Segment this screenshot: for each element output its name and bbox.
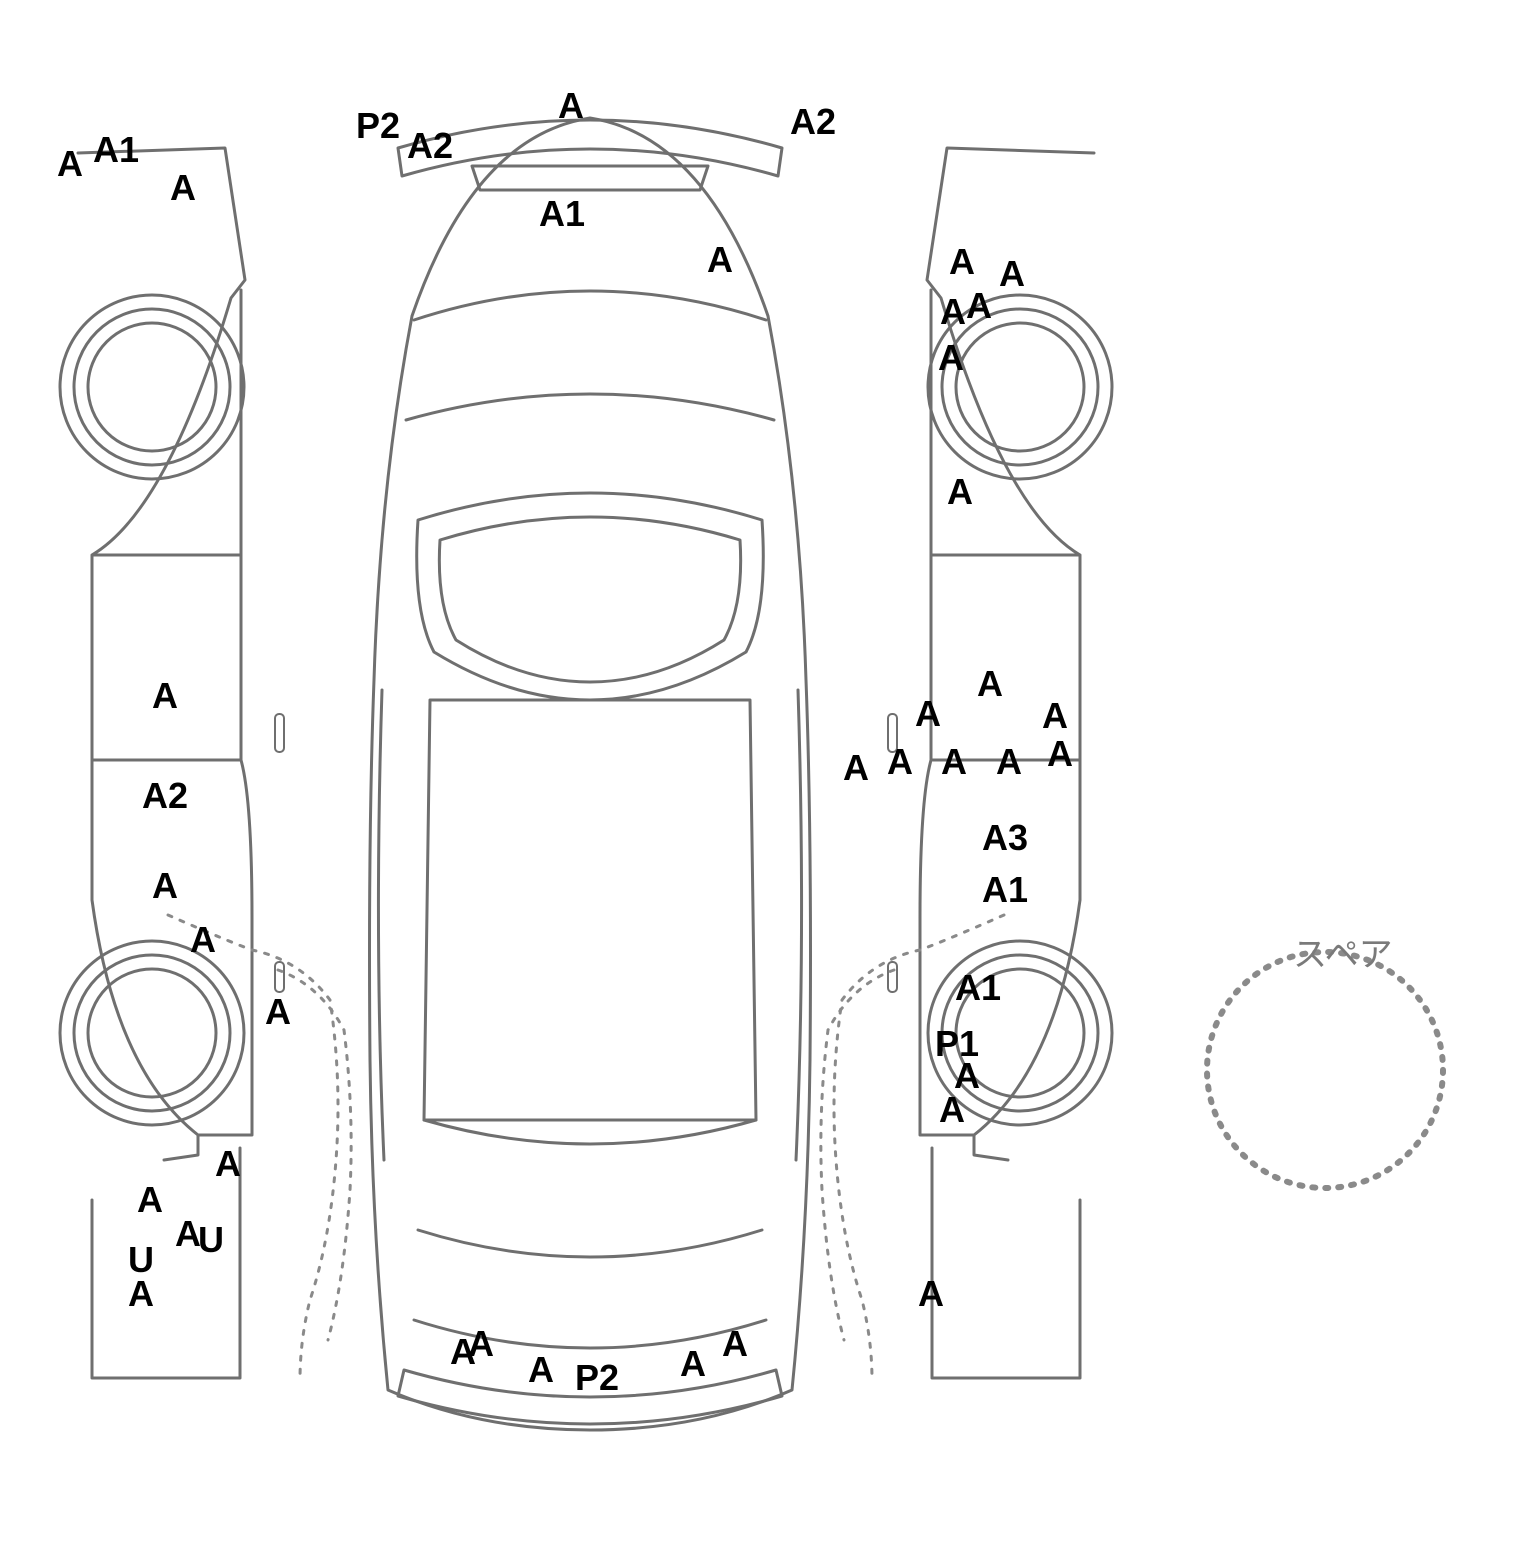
car-diagram-svg bbox=[0, 0, 1536, 1568]
damage-label: A2 bbox=[407, 128, 453, 164]
damage-label: P2 bbox=[356, 108, 400, 144]
damage-label: A bbox=[528, 1352, 554, 1388]
car-damage-diagram: スペアAA1AP2A2AA2A1AAAAAAAAA2AAAAAUAUAAAAAA… bbox=[0, 0, 1536, 1568]
damage-label: A bbox=[940, 294, 966, 330]
damage-label: A bbox=[175, 1216, 201, 1252]
damage-label: A bbox=[1042, 698, 1068, 734]
damage-label: A bbox=[887, 744, 913, 780]
spare-tire-label: スペア bbox=[1293, 938, 1393, 972]
damage-label: A bbox=[215, 1146, 241, 1182]
damage-label: A bbox=[918, 1276, 944, 1312]
damage-label: A bbox=[128, 1276, 154, 1312]
damage-label: A1 bbox=[982, 872, 1028, 908]
damage-label: A bbox=[190, 922, 216, 958]
damage-label: A1 bbox=[93, 132, 139, 168]
damage-label: A bbox=[947, 474, 973, 510]
damage-label: A bbox=[966, 288, 992, 324]
damage-label: A2 bbox=[142, 778, 188, 814]
damage-label: P2 bbox=[575, 1360, 619, 1396]
damage-label: A bbox=[996, 744, 1022, 780]
damage-label: A bbox=[558, 88, 584, 124]
damage-label: A bbox=[265, 994, 291, 1030]
damage-label: A bbox=[57, 146, 83, 182]
damage-label: A1 bbox=[955, 970, 1001, 1006]
damage-label: A bbox=[915, 696, 941, 732]
damage-label: A bbox=[938, 340, 964, 376]
damage-label: A bbox=[170, 170, 196, 206]
damage-label: A bbox=[941, 744, 967, 780]
damage-label: U bbox=[198, 1222, 224, 1258]
damage-label: A bbox=[468, 1326, 494, 1362]
damage-label: A bbox=[722, 1326, 748, 1362]
damage-label: A bbox=[843, 750, 869, 786]
damage-label: A1 bbox=[539, 196, 585, 232]
damage-label: A bbox=[680, 1346, 706, 1382]
damage-label: A bbox=[977, 666, 1003, 702]
damage-label: A bbox=[137, 1182, 163, 1218]
damage-label: A bbox=[152, 868, 178, 904]
damage-label: A2 bbox=[790, 104, 836, 140]
damage-label: A bbox=[999, 256, 1025, 292]
damage-label: A bbox=[1047, 736, 1073, 772]
damage-label: A bbox=[949, 244, 975, 280]
damage-label: A3 bbox=[982, 820, 1028, 856]
damage-label: A bbox=[939, 1092, 965, 1128]
damage-label: A bbox=[152, 678, 178, 714]
damage-label: A bbox=[707, 242, 733, 278]
